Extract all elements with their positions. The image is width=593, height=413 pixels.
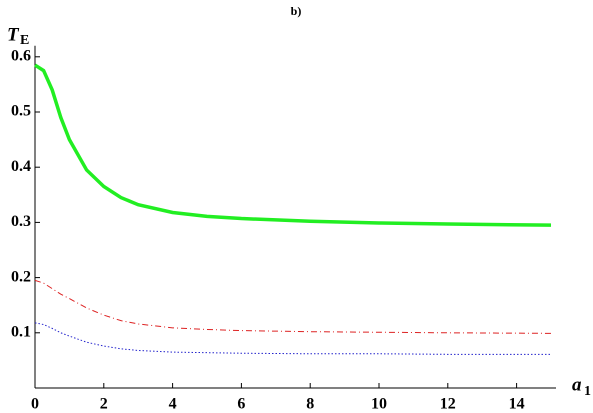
x-tick-label: 0 — [31, 396, 39, 413]
line-series — [34, 279, 552, 334]
y-tick-label: 0.5 — [11, 103, 31, 120]
y-tick-label: 0.2 — [11, 268, 31, 285]
y-tick-label: 0.1 — [11, 323, 31, 340]
y-tick-label: 0.6 — [11, 47, 31, 64]
x-tick-label: 14 — [509, 396, 525, 413]
line-series — [34, 322, 551, 355]
x-tick-label: 6 — [237, 396, 245, 413]
y-axis-label: T — [7, 24, 20, 45]
line-series — [34, 63, 552, 227]
x-axis-label-subscript: 1 — [584, 384, 591, 399]
y-tick-label: 0.3 — [11, 213, 31, 230]
x-axis-label: a — [572, 374, 582, 395]
x-tick-label: 10 — [371, 396, 387, 413]
x-tick-label: 8 — [306, 396, 314, 413]
x-tick-label: 2 — [100, 396, 108, 413]
x-tick-label: 4 — [169, 396, 177, 413]
chart-title: b) — [291, 4, 302, 18]
y-axis-label-subscript: E — [20, 33, 29, 48]
y-tick-label: 0.4 — [11, 158, 31, 175]
x-tick-label: 12 — [440, 396, 456, 413]
